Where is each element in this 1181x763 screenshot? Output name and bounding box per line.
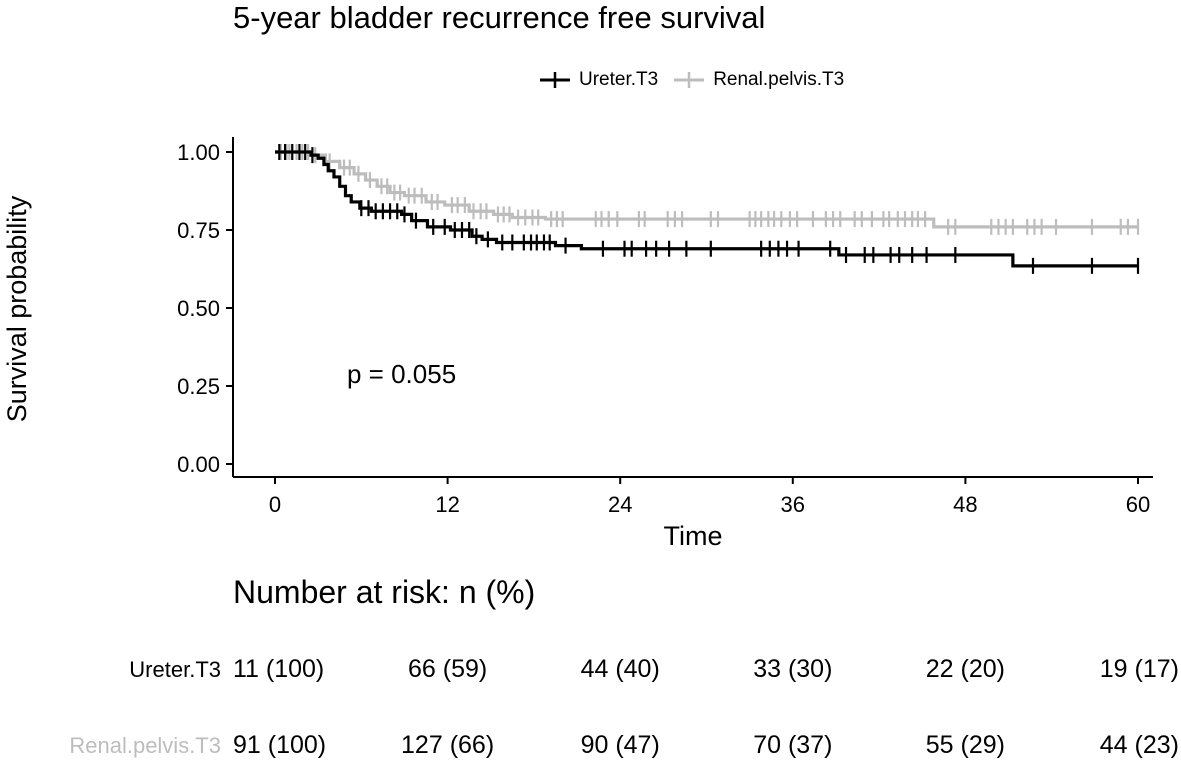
survival-plot: 0.00 0.25 0.50 0.75 1.00 0 12 24 36 48 60 Survival… (2, 137, 1153, 551)
risk-cell: 91 (100) (233, 731, 327, 759)
x-tick-label: 48 (953, 492, 977, 517)
risk-cell: 33 (30) (753, 655, 833, 683)
risk-cell: 127 (66) (401, 731, 495, 759)
risk-cell: 55 (29) (925, 731, 1005, 759)
risk-row-renal-pelvis: Renal.pelvis.T3 91 (100) 127 (66) 90 (47… (0, 729, 1181, 763)
legend-label-renal-pelvis: Renal.pelvis.T3 (713, 69, 845, 90)
x-tick-label: 36 (781, 492, 805, 517)
risk-row-ureter: Ureter.T3 11 (100) 66 (59) 44 (40) 33 (3… (0, 653, 1181, 687)
y-tick-label: 1.00 (177, 140, 220, 165)
risk-cell: 44 (40) (580, 655, 660, 683)
risk-cell: 19 (17) (1099, 655, 1179, 683)
risk-row-label: Renal.pelvis.T3 (69, 733, 221, 758)
y-tick-label: 0.75 (177, 218, 220, 243)
p-value-annotation: p = 0.055 (347, 359, 456, 389)
risk-cell: 66 (59) (407, 655, 488, 683)
survival-curve-renal-pelvis-t3 (275, 150, 1138, 229)
y-tick-label: 0.50 (177, 296, 220, 321)
risk-table-title: Number at risk: n (%) (233, 574, 536, 610)
legend-item-ureter: Ureter.T3 (538, 69, 658, 91)
x-tick-label: 0 (269, 492, 281, 517)
legend-swatch-ureter (540, 72, 570, 88)
x-axis-label: Time (664, 521, 723, 551)
risk-cell: 44 (23) (1099, 731, 1179, 759)
chart-title: 5-year bladder recurrence free survival (233, 0, 766, 35)
y-axis-label: Survival probability (2, 195, 32, 422)
survival-curve-ureter-t3 (275, 150, 1138, 268)
plot-axes: 0.00 0.25 0.50 0.75 1.00 0 12 24 36 48 60 (177, 137, 1153, 517)
x-tick-label: 60 (1126, 492, 1150, 517)
legend-item-renal-pelvis: Renal.pelvis.T3 (672, 69, 844, 91)
series-ureter-t3 (275, 144, 1140, 274)
x-tick-label: 12 (435, 492, 459, 517)
risk-cell: 22 (20) (925, 655, 1005, 683)
x-tick-label: 24 (608, 492, 632, 517)
y-tick-label: 0.25 (177, 374, 220, 399)
risk-cell: 70 (37) (753, 731, 833, 759)
legend-label-ureter: Ureter.T3 (579, 69, 659, 90)
series-layer (275, 144, 1140, 274)
legend-swatch-renal-pelvis (674, 72, 705, 88)
risk-row-label: Ureter.T3 (129, 657, 221, 682)
risk-cell: 90 (47) (580, 731, 660, 759)
y-tick-label: 0.00 (177, 452, 220, 477)
series-renal-pelvis-t3 (275, 144, 1140, 235)
risk-cell: 11 (100) (233, 655, 325, 683)
legend: Ureter.T3 Renal.pelvis.T3 (538, 64, 844, 96)
